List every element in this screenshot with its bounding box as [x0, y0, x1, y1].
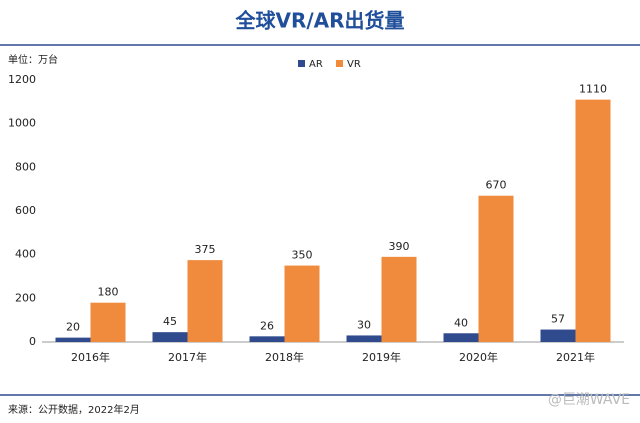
bar	[90, 302, 126, 342]
value-label: 670	[486, 179, 507, 192]
bar	[152, 332, 188, 342]
x-tick-label: 2017年	[168, 350, 207, 364]
bar	[381, 256, 417, 342]
value-label: 30	[357, 318, 371, 331]
bar	[284, 265, 320, 342]
value-label: 40	[454, 316, 468, 329]
value-label: 375	[195, 243, 216, 256]
y-tick-label: 1200	[8, 73, 36, 86]
bar	[575, 99, 611, 343]
unit-label: 单位：万台	[8, 53, 58, 66]
y-tick-label: 800	[15, 160, 36, 173]
value-label: 350	[292, 249, 313, 262]
value-label: 57	[551, 313, 565, 326]
legend-swatch	[336, 60, 343, 67]
bar	[346, 335, 382, 342]
value-label: 20	[66, 321, 80, 334]
legend-label: AR	[309, 59, 323, 70]
y-tick-label: 1000	[8, 117, 36, 130]
y-tick-label: 200	[15, 291, 36, 304]
bar	[478, 195, 514, 342]
x-tick-label: 2019年	[362, 350, 401, 364]
bar	[249, 336, 285, 342]
legend-swatch	[298, 60, 305, 67]
y-tick-label: 400	[15, 248, 36, 261]
value-label: 26	[260, 319, 274, 332]
y-tick-label: 600	[15, 204, 36, 217]
bar	[187, 260, 223, 342]
value-label: 180	[98, 286, 119, 299]
chart-title: 全球VR/AR出货量	[234, 9, 404, 33]
bar	[540, 329, 576, 342]
x-tick-label: 2018年	[265, 350, 304, 364]
value-label: 1110	[579, 83, 607, 96]
x-tick-label: 2020年	[459, 350, 498, 364]
value-label: 390	[389, 240, 410, 253]
source-note: 来源：公开数据，2022年2月	[8, 403, 140, 416]
x-tick-label: 2016年	[71, 350, 110, 364]
value-label: 45	[163, 315, 177, 328]
bar	[55, 337, 91, 342]
bar	[443, 333, 479, 342]
legend-label: VR	[347, 59, 361, 70]
watermark: @巨潮WAVE	[548, 392, 630, 408]
x-tick-label: 2021年	[556, 350, 595, 364]
y-tick-label: 0	[29, 335, 36, 348]
